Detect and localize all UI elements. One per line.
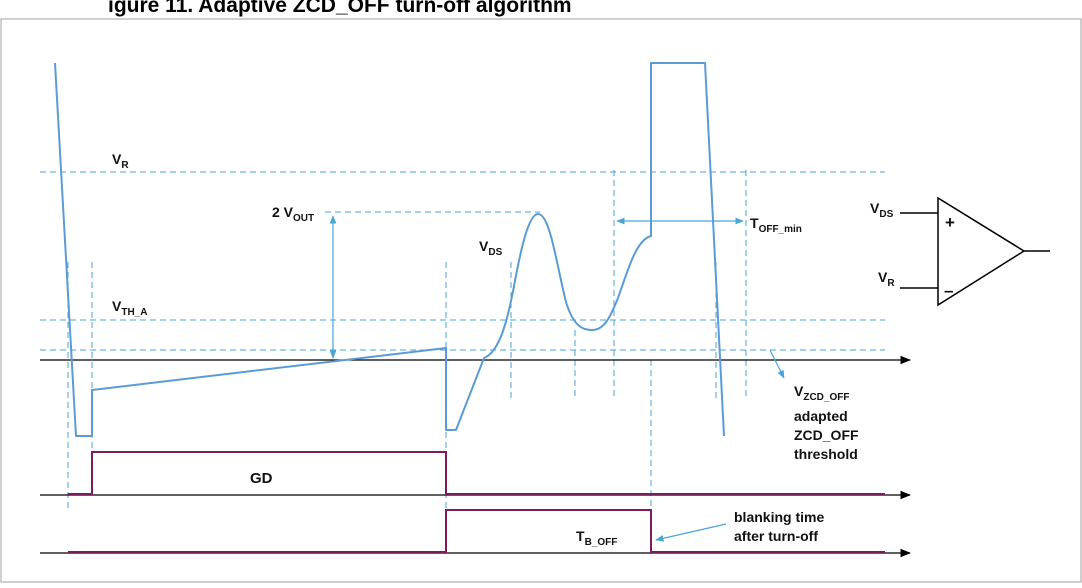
- toff-min-label: TOFF_min: [750, 215, 802, 235]
- vzcd-off-pointer: [769, 349, 785, 379]
- adapted-text-1: adapted: [794, 408, 848, 424]
- figure-title-text: igure 11. Adaptive ZCD_OFF turn-off algo…: [108, 0, 572, 17]
- comparator-triangle: [937, 196, 1026, 307]
- vzcd-off-label: VZCD_OFF: [794, 383, 849, 403]
- figure-title: igure 11. Adaptive ZCD_OFF turn-off algo…: [0, 0, 1082, 22]
- adapted-text-3: threshold: [794, 446, 858, 462]
- vth-a-label: VTH_A: [112, 298, 147, 318]
- frame-border: [0, 18, 1082, 583]
- two-vout-label: 2 VOUT: [272, 204, 314, 224]
- blanking-text-2: after turn-off: [734, 528, 818, 544]
- comparator-vr-label: VR: [878, 269, 895, 289]
- gd-label: GD: [250, 470, 273, 487]
- blanking-pointer: [655, 523, 727, 542]
- comparator-minus-sign: –: [944, 281, 953, 300]
- blanking-signal: [68, 509, 885, 553]
- vds-label: VDS: [479, 238, 503, 258]
- vds-waveform: [54, 62, 725, 437]
- vr-label: VR: [112, 151, 129, 171]
- comparator-plus-sign: +: [945, 213, 955, 232]
- tb-off-label: TB_OFF: [576, 528, 617, 548]
- comparator-vds-label: VDS: [870, 200, 894, 220]
- timing-diagram: VR VTH_A 2 VOUT VDS TOFF_min VZCD_OFF ad…: [0, 18, 1082, 583]
- comparator-symbol: + – VDS VR: [870, 196, 1050, 307]
- adapted-text-2: ZCD_OFF: [794, 427, 859, 443]
- diagram-frame: VR VTH_A 2 VOUT VDS TOFF_min VZCD_OFF ad…: [0, 18, 1082, 583]
- gd-signal: [68, 451, 885, 495]
- blanking-text-1: blanking time: [734, 509, 824, 525]
